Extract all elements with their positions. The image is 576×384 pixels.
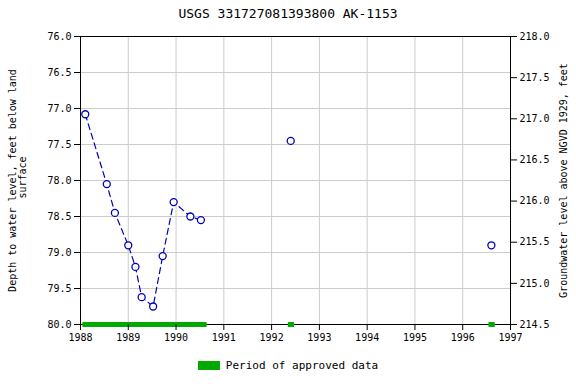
svg-text:217.0: 217.0 <box>520 113 550 124</box>
svg-text:1994: 1994 <box>355 332 379 343</box>
svg-text:Depth to water level, feet bel: Depth to water level, feet below land su… <box>7 69 28 292</box>
svg-text:1988: 1988 <box>68 332 92 343</box>
svg-text:79.0: 79.0 <box>47 247 71 258</box>
svg-text:78.5: 78.5 <box>47 211 71 222</box>
svg-text:215.5: 215.5 <box>520 236 550 247</box>
svg-text:1997: 1997 <box>498 332 522 343</box>
svg-text:1992: 1992 <box>260 332 284 343</box>
svg-text:1989: 1989 <box>116 332 140 343</box>
svg-text:216.5: 216.5 <box>520 154 550 165</box>
svg-text:79.5: 79.5 <box>47 283 71 294</box>
html-text:Period of approved data: Period of approved data <box>225 358 379 372</box>
svg-text:1990: 1990 <box>164 332 188 343</box>
svg-text:217.5: 217.5 <box>520 72 550 83</box>
svg-text:218.0: 218.0 <box>520 31 550 42</box>
svg-text:Groundwater level above NGVD 1: Groundwater level above NGVD 1929, feet <box>558 63 569 298</box>
svg-text:1993: 1993 <box>307 332 331 343</box>
svg-text:78.0: 78.0 <box>47 175 71 186</box>
svg-text:77.5: 77.5 <box>47 139 71 150</box>
svg-text:216.0: 216.0 <box>520 195 550 206</box>
svg-text:76.0: 76.0 <box>47 31 71 42</box>
html-text:USGS 331727081393800 AK-1153: USGS 331727081393800 AK-1153 <box>178 6 398 21</box>
svg-text:1995: 1995 <box>403 332 427 343</box>
svg-text:1991: 1991 <box>212 332 236 343</box>
svg-text:76.5: 76.5 <box>47 67 71 78</box>
svg-text:1996: 1996 <box>451 332 475 343</box>
svg-text:215.0: 215.0 <box>520 278 550 289</box>
svg-text:77.0: 77.0 <box>47 103 71 114</box>
svg-text:214.5: 214.5 <box>520 319 550 330</box>
svg-text:80.0: 80.0 <box>47 319 71 330</box>
